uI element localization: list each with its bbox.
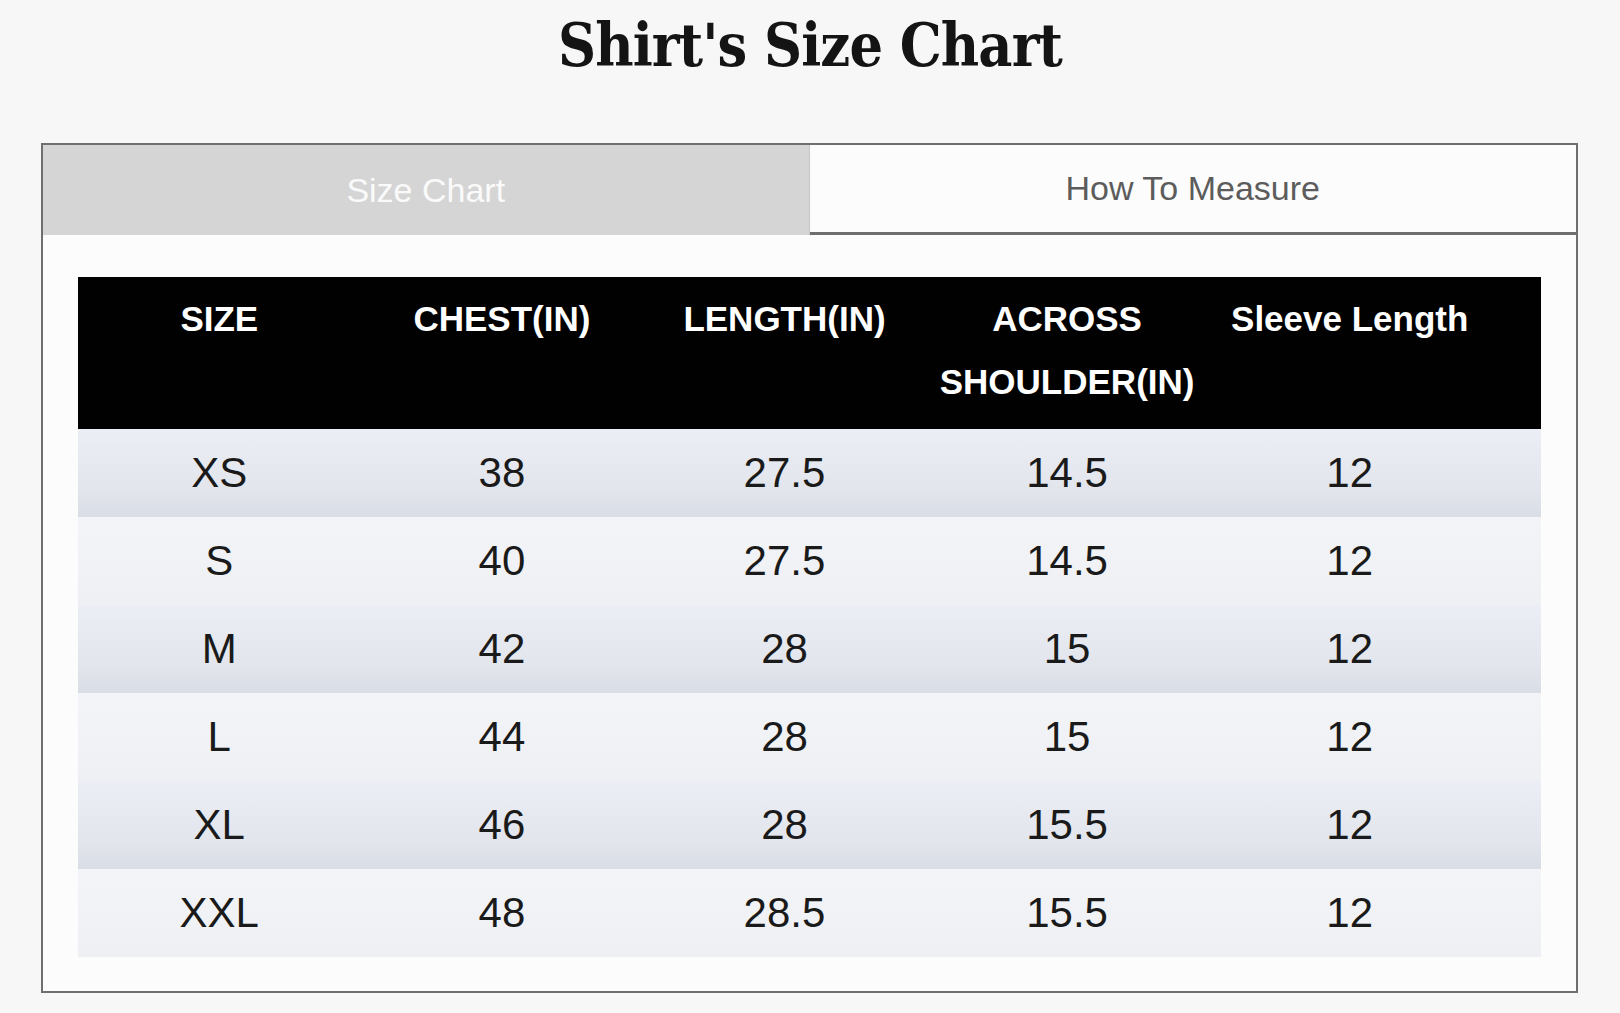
tab-how-to-measure[interactable]: How To Measure [810, 145, 1577, 235]
column-header-sleeve-length: Sleeve Length [1208, 287, 1491, 350]
cell-xxl-chest: 48 [361, 889, 644, 937]
cell-xs-sleeve: 12 [1208, 449, 1491, 497]
table-row-l: L 44 28 15 12 [78, 693, 1541, 781]
table-row-xs: XS 38 27.5 14.5 12 [78, 429, 1541, 517]
column-header-chest: CHEST(IN) [361, 287, 644, 350]
cell-m-chest: 42 [361, 625, 644, 673]
table-row-m: M 42 28 15 12 [78, 605, 1541, 693]
cell-xl-sleeve: 12 [1208, 801, 1491, 849]
cell-xs-size: XS [78, 449, 361, 497]
cell-xxl-sleeve: 12 [1208, 889, 1491, 937]
cell-m-length: 28 [643, 625, 926, 673]
cell-xxl-size: XXL [78, 889, 361, 937]
cell-l-size: L [78, 713, 361, 761]
cell-l-shoulder: 15 [926, 713, 1209, 761]
size-table: SIZE CHEST(IN) LENGTH(IN) ACROSS SHOULDE… [78, 277, 1541, 957]
cell-m-shoulder: 15 [926, 625, 1209, 673]
tab-size-chart-label: Size Chart [346, 171, 505, 210]
size-chart-widget: Size Chart How To Measure SIZE CHEST(IN)… [41, 143, 1578, 993]
cell-s-sleeve: 12 [1208, 537, 1491, 585]
cell-xl-length: 28 [643, 801, 926, 849]
table-row-s: S 40 27.5 14.5 12 [78, 517, 1541, 605]
cell-l-chest: 44 [361, 713, 644, 761]
table-header-row: SIZE CHEST(IN) LENGTH(IN) ACROSS SHOULDE… [78, 277, 1541, 429]
cell-xl-size: XL [78, 801, 361, 849]
cell-xxl-length: 28.5 [643, 889, 926, 937]
table-row-xl: XL 46 28 15.5 12 [78, 781, 1541, 869]
tab-size-chart[interactable]: Size Chart [43, 145, 810, 235]
cell-xs-length: 27.5 [643, 449, 926, 497]
cell-s-length: 27.5 [643, 537, 926, 585]
column-header-length: LENGTH(IN) [643, 287, 926, 350]
cell-m-size: M [78, 625, 361, 673]
cell-m-sleeve: 12 [1208, 625, 1491, 673]
cell-xxl-shoulder: 15.5 [926, 889, 1209, 937]
cell-s-chest: 40 [361, 537, 644, 585]
cell-s-shoulder: 14.5 [926, 537, 1209, 585]
cell-l-length: 28 [643, 713, 926, 761]
page-title: Shirt's Size Chart [97, 0, 1523, 80]
size-chart-panel: SIZE CHEST(IN) LENGTH(IN) ACROSS SHOULDE… [43, 235, 1576, 991]
cell-xs-chest: 38 [361, 449, 644, 497]
column-header-across-shoulder: ACROSS SHOULDER(IN) [926, 287, 1209, 413]
cell-xl-chest: 46 [361, 801, 644, 849]
tab-bar: Size Chart How To Measure [43, 145, 1576, 235]
table-row-xxl: XXL 48 28.5 15.5 12 [78, 869, 1541, 957]
cell-xl-shoulder: 15.5 [926, 801, 1209, 849]
cell-xs-shoulder: 14.5 [926, 449, 1209, 497]
tab-how-to-measure-label: How To Measure [1066, 169, 1321, 208]
cell-l-sleeve: 12 [1208, 713, 1491, 761]
cell-s-size: S [78, 537, 361, 585]
column-header-size: SIZE [78, 287, 361, 350]
